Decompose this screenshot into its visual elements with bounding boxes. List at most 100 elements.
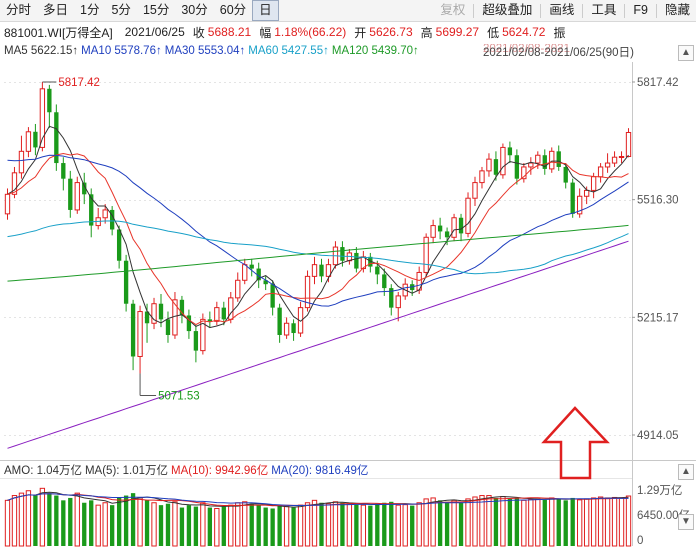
volume-bar-up <box>235 502 241 547</box>
candle-up <box>423 236 429 273</box>
volume-bar-up <box>11 495 18 547</box>
volume-bar-up <box>521 499 527 547</box>
volume-bar-down <box>47 493 52 546</box>
candle-down <box>542 155 547 169</box>
super-overlay-button[interactable]: 超级叠加 <box>482 3 533 17</box>
volume-bar-up <box>25 490 32 547</box>
tab-30min[interactable]: 30分 <box>181 3 208 17</box>
tab-1min[interactable]: 1分 <box>80 3 100 17</box>
tab-daily[interactable]: 日 <box>252 0 279 21</box>
candle-up <box>625 131 632 158</box>
price-tick-label: 4914.05 <box>637 430 679 442</box>
date-range-overlap: 2021/02/08-2021 <box>483 44 570 55</box>
ma60-legend: MA60 5427.55↑ <box>248 45 329 57</box>
candle-down <box>563 166 568 183</box>
candle-down <box>165 319 171 335</box>
candle-up <box>479 170 485 184</box>
hide-button[interactable]: 隐藏 <box>664 3 690 17</box>
volume-bar-down <box>54 495 59 546</box>
candle-down <box>123 260 129 304</box>
ma30-legend: MA30 5553.04↑ <box>164 45 246 57</box>
volume-bar-up <box>74 492 80 547</box>
candle-up <box>521 166 527 180</box>
low-value: 5624.72 <box>502 25 546 39</box>
tab-60min[interactable]: 60分 <box>219 3 247 17</box>
chevron-down-icon[interactable]: ▼ <box>678 514 694 530</box>
candle-up <box>535 154 541 164</box>
candle-up <box>11 172 18 195</box>
amo-legend: AMO: 1.04万亿 <box>4 465 82 477</box>
volume-bar-down <box>542 499 547 546</box>
volume-bar-down <box>89 500 94 546</box>
candle-down <box>354 252 359 269</box>
volume-bar-down <box>61 500 66 546</box>
vol-ma20-legend: MA(20): 9816.49亿 <box>271 465 369 477</box>
candle-down <box>291 323 296 334</box>
candle-down <box>144 311 150 324</box>
price-tick-label: 5817.42 <box>637 77 679 89</box>
close-label: 收 <box>192 25 205 40</box>
candle-down <box>570 182 575 214</box>
candle-down <box>130 303 136 357</box>
tab-intraday[interactable]: 分时 <box>6 3 32 17</box>
candle-down <box>68 178 73 210</box>
security-code: 881001.WI[万得全A] <box>4 25 113 40</box>
volume-bar-down <box>514 497 520 546</box>
chevron-up-icon[interactable]: ▲ <box>678 45 694 61</box>
candle-down <box>270 284 275 308</box>
candle-down <box>116 229 122 261</box>
candle-up <box>18 150 25 174</box>
volume-bar-up <box>95 504 101 547</box>
candle-down <box>458 217 464 234</box>
candle-up <box>235 279 241 299</box>
volume-bar-up <box>283 506 290 547</box>
date-range-label: 2021/02/08-2021/06/25(90日) <box>483 47 634 59</box>
candle-down <box>109 209 115 230</box>
candle-up <box>304 275 311 309</box>
volume-bar-down <box>33 495 38 546</box>
volume-bar-up <box>360 504 367 547</box>
volume-bar-up <box>325 503 332 547</box>
ma-lines <box>7 125 629 449</box>
candle-up <box>151 303 157 324</box>
candle-up <box>430 225 436 238</box>
tab-5min[interactable]: 5分 <box>111 3 131 17</box>
volume-bar-up <box>549 497 555 547</box>
ma5-line <box>7 125 629 329</box>
candle-up <box>200 318 206 352</box>
volume-bar-up <box>465 498 471 547</box>
adjust-button[interactable]: 复权 <box>440 3 466 17</box>
volume-bar-down <box>109 505 115 546</box>
candle-up <box>214 307 220 322</box>
f9-button[interactable]: F9 <box>633 3 648 17</box>
tab-multi-day[interactable]: 多日 <box>43 3 69 17</box>
candle-up <box>611 156 618 164</box>
volume-bar-down <box>556 498 561 546</box>
vol-ma10-legend: MA(10): 9942.96亿 <box>171 465 269 477</box>
high-value: 5699.27 <box>435 25 480 39</box>
vol-ma20-line <box>7 493 629 506</box>
chevron-up-icon[interactable]: ▲ <box>678 464 694 480</box>
volume-bar-up <box>228 504 234 547</box>
ma60-line <box>7 220 629 275</box>
candle-down <box>256 268 261 281</box>
volume-bar-down <box>186 505 192 546</box>
change-label: 幅 <box>259 25 272 40</box>
tools-button[interactable]: 工具 <box>591 3 617 17</box>
volume-bar-down <box>340 502 345 546</box>
candle-up <box>102 209 108 219</box>
candle-down <box>221 307 226 320</box>
tab-15min[interactable]: 15分 <box>142 3 170 17</box>
volume-bar-up <box>402 504 408 547</box>
candle-down <box>263 280 268 285</box>
volume-bar-down <box>263 507 268 546</box>
price-grid <box>0 62 696 546</box>
amplitude-label: 振 <box>553 25 566 40</box>
draw-line-button[interactable]: 画线 <box>549 3 575 17</box>
volume-bar-up <box>395 504 401 547</box>
candle-down <box>158 303 164 320</box>
volume-bar-down <box>207 507 213 546</box>
candle-up <box>472 182 478 199</box>
ma250-line <box>7 240 629 449</box>
